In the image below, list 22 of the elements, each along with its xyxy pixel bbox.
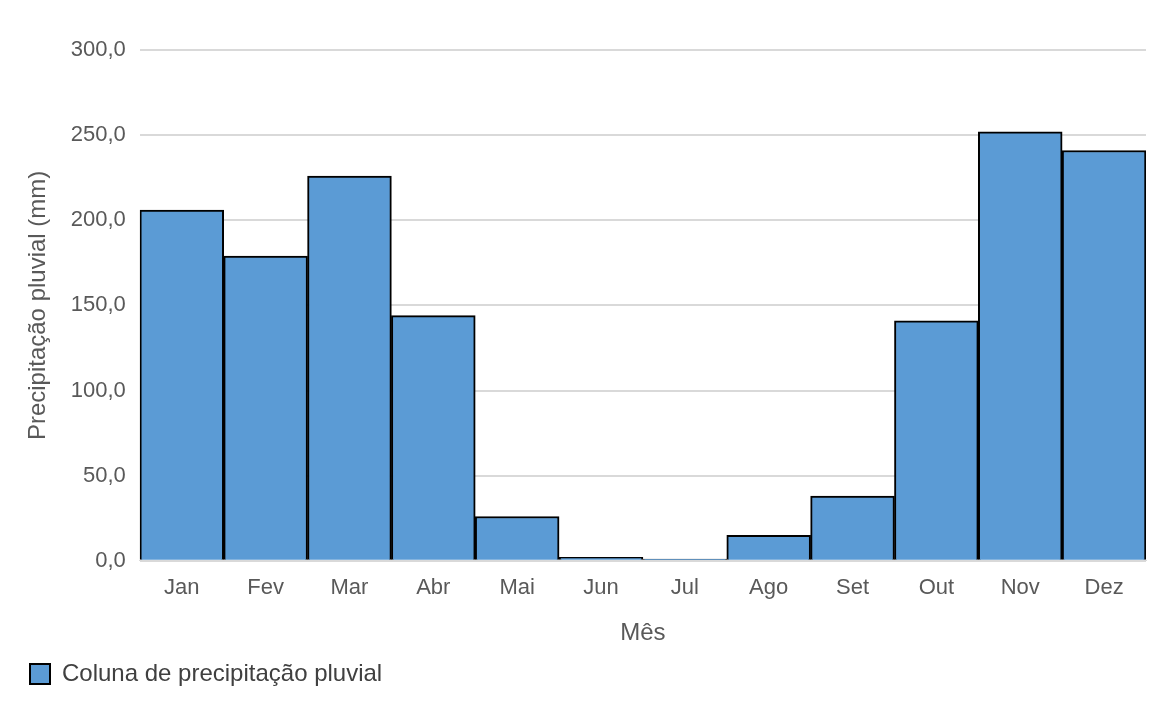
- x-tick-label: Jul: [670, 574, 699, 600]
- x-axis-title: Mês: [620, 618, 666, 646]
- x-tick-label: Dez: [1084, 574, 1124, 600]
- y-tick-label: 250,0: [70, 121, 126, 147]
- x-tick-label: Abr: [416, 574, 451, 600]
- x-tick-label: Ago: [749, 574, 789, 600]
- x-tick-label: Jan: [164, 574, 200, 600]
- y-axis-title: Precipitação pluvial (mm): [23, 170, 51, 441]
- y-tick-label: 200,0: [70, 206, 126, 232]
- x-tick-label: Out: [918, 574, 955, 600]
- legend-label: Coluna de precipitação pluvial: [62, 658, 383, 686]
- x-tick-label: Mar: [330, 574, 369, 600]
- y-tick-label: 300,0: [70, 36, 126, 62]
- x-tick-label: Set: [836, 574, 870, 600]
- y-tick-label: 150,0: [70, 291, 126, 317]
- x-tick-label: Mai: [499, 574, 535, 600]
- y-tick-label: 0,0: [95, 546, 126, 572]
- x-tick-label: Jun: [583, 574, 619, 600]
- x-tick-label: Nov: [1000, 574, 1040, 600]
- y-tick-label: 100,0: [70, 376, 126, 402]
- y-tick-label: 50,0: [83, 461, 126, 487]
- x-tick-label: Fev: [247, 574, 284, 600]
